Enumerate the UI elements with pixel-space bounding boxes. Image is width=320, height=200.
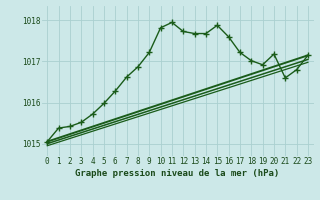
X-axis label: Graphe pression niveau de la mer (hPa): Graphe pression niveau de la mer (hPa) [76,169,280,178]
